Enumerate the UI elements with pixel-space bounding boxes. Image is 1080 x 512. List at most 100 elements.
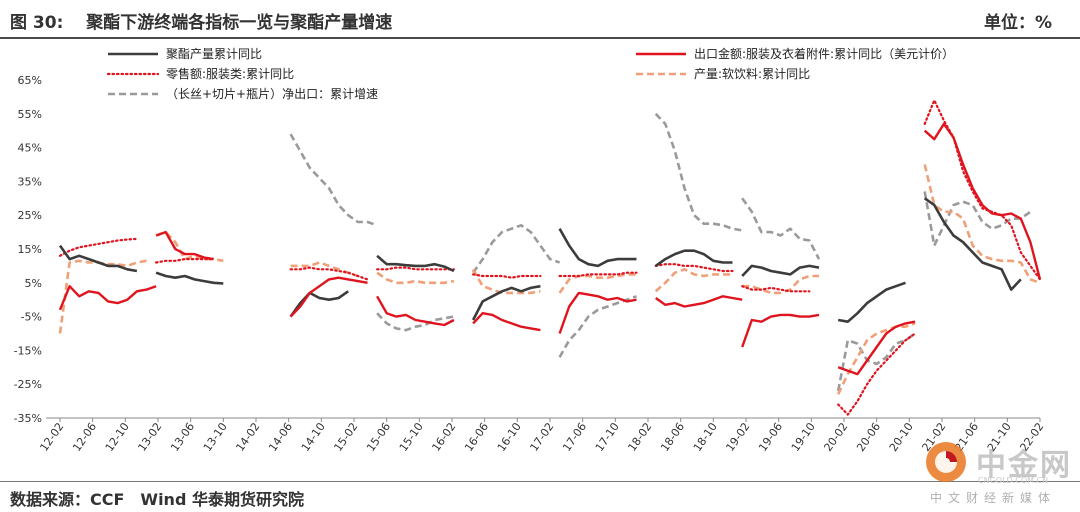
series-line-segment	[289, 266, 369, 281]
series-line-segment	[741, 285, 811, 293]
y-tick-label: 55%	[18, 108, 42, 121]
x-tick-label: 16-02	[429, 420, 458, 454]
series-line-segment	[837, 322, 916, 395]
series-line-segment	[376, 312, 455, 332]
x-tick-label: 12-02	[37, 420, 66, 454]
series-line-segment	[376, 271, 455, 285]
watermark-name: 中金网	[976, 448, 1072, 483]
series-line-segment	[289, 290, 349, 318]
series-line-segment	[376, 266, 455, 271]
series-line-segment	[741, 313, 820, 348]
series-0	[58, 197, 1022, 324]
series-line-segment	[837, 320, 916, 376]
y-tick-label: -25%	[14, 378, 42, 391]
series-layer	[58, 99, 1042, 416]
legend-label: 出口金额:服装及衣着附件:累计同比（美元计价）	[694, 46, 954, 61]
watermark-subtitle: 中文财经新媒体	[930, 491, 1057, 505]
series-line-segment	[654, 263, 734, 273]
x-tick-label: 15-10	[397, 420, 426, 454]
y-tick-label: 35%	[18, 175, 42, 188]
series-line-segment	[655, 295, 743, 308]
footer-divider	[0, 481, 1080, 482]
series-line-segment	[472, 273, 542, 279]
series-line-segment	[837, 332, 917, 416]
series-line-segment	[923, 122, 1042, 280]
series-line-segment	[836, 332, 916, 392]
chart-header: 图 30: 聚酯下游终端各指标一览与聚酯产量增速 单位：%	[0, 0, 1080, 38]
series-line-segment	[58, 237, 138, 257]
series-line-segment	[654, 267, 733, 293]
x-tick-label: 18-06	[658, 420, 687, 454]
x-tick-label: 15-02	[331, 420, 360, 454]
x-tick-label: 19-10	[789, 420, 818, 454]
series-1	[58, 122, 1042, 376]
series-line-segment	[155, 258, 215, 264]
x-tick-label: 14-06	[266, 420, 295, 454]
x-tick-label: 18-02	[625, 420, 654, 454]
x-tick-label: 15-06	[364, 420, 393, 454]
series-line-segment	[58, 285, 157, 311]
series-line-segment	[837, 281, 906, 324]
y-tick-label: -35%	[14, 412, 42, 425]
series-3	[58, 164, 1041, 395]
x-tick-label: 17-02	[527, 420, 556, 454]
y-tick-label: -5%	[21, 311, 42, 324]
series-line-segment	[471, 268, 541, 295]
series-line-segment	[155, 271, 224, 285]
x-tick-label: 20-06	[854, 420, 883, 454]
legend-label: （长丝+切片+瓶片）净出口：累计增速	[166, 87, 378, 101]
x-axis: 12-02 12-06 12-10 13-02 13-06 13-10 14-02 14-06…	[37, 417, 1046, 454]
unit-label: 单位：%	[983, 13, 1052, 33]
series-4	[289, 112, 1032, 392]
header-divider	[0, 37, 1080, 39]
x-tick-label: 18-10	[691, 420, 720, 454]
x-tick-label: 16-10	[495, 420, 524, 454]
x-tick-label: 20-10	[887, 420, 916, 454]
x-tick-label: 17-10	[593, 420, 622, 454]
series-line-segment	[923, 164, 1041, 285]
legend-label: 聚酯产量累计同比	[166, 47, 262, 61]
x-tick-label: 19-02	[723, 420, 752, 454]
series-line-segment	[558, 273, 637, 294]
series-line-segment	[741, 197, 821, 260]
legend-label: 产量:软饮料:累计同比	[694, 67, 810, 81]
legend: 聚酯产量累计同比 出口金额:服装及衣着附件:累计同比（美元计价） 零售额:服装类:累…	[106, 46, 954, 101]
series-line-segment	[376, 295, 455, 327]
legend-label: 零售额:服装类:累计同比	[166, 66, 294, 81]
series-line-segment	[376, 254, 455, 273]
y-tick-label: 25%	[18, 209, 42, 222]
series-line-segment	[923, 99, 1042, 281]
x-tick-label: 19-06	[756, 420, 785, 454]
y-axis: 65% 55% 45% 35% 25% 15% 5% -5% -15% -25% -35%	[14, 74, 42, 425]
series-line-segment	[472, 312, 541, 332]
source-note: 数据来源：CCF Wind 华泰期货研究院	[10, 490, 304, 509]
series-line-segment	[472, 224, 561, 274]
series-line-segment	[654, 112, 743, 232]
x-tick-label: 20-02	[821, 420, 850, 454]
x-tick-label: 13-10	[201, 420, 230, 454]
x-tick-label: 12-06	[70, 420, 99, 454]
series-line-segment	[923, 197, 1022, 291]
x-tick-label: 14-02	[233, 420, 262, 454]
watermark-url: CNGOLD.COM.CN	[978, 476, 1049, 485]
x-tick-label: 14-10	[299, 420, 328, 454]
series-line-segment	[558, 291, 637, 334]
x-tick-label: 17-06	[560, 420, 589, 454]
series-line-segment	[558, 228, 637, 268]
series-line-segment	[558, 271, 638, 278]
series-line-segment	[58, 244, 138, 273]
y-tick-label: -15%	[14, 344, 42, 357]
series-line-segment	[654, 249, 733, 267]
series-line-segment	[471, 284, 541, 321]
series-line-segment	[742, 274, 819, 295]
chart-title: 图 30: 聚酯下游终端各指标一览与聚酯产量增速	[10, 13, 393, 33]
x-tick-label: 13-06	[168, 420, 197, 454]
x-tick-label: 13-02	[135, 420, 164, 454]
series-line-segment	[155, 230, 214, 261]
watermark-logo-icon	[926, 442, 966, 482]
y-tick-label: 15%	[18, 243, 42, 256]
y-tick-label: 45%	[18, 142, 42, 155]
series-line-segment	[741, 264, 820, 277]
chart-area: 65% 55% 45% 35% 25% 15% 5% -5% -15% -25% -35% 12-0…	[14, 46, 1047, 454]
series-line-segment	[289, 276, 368, 318]
